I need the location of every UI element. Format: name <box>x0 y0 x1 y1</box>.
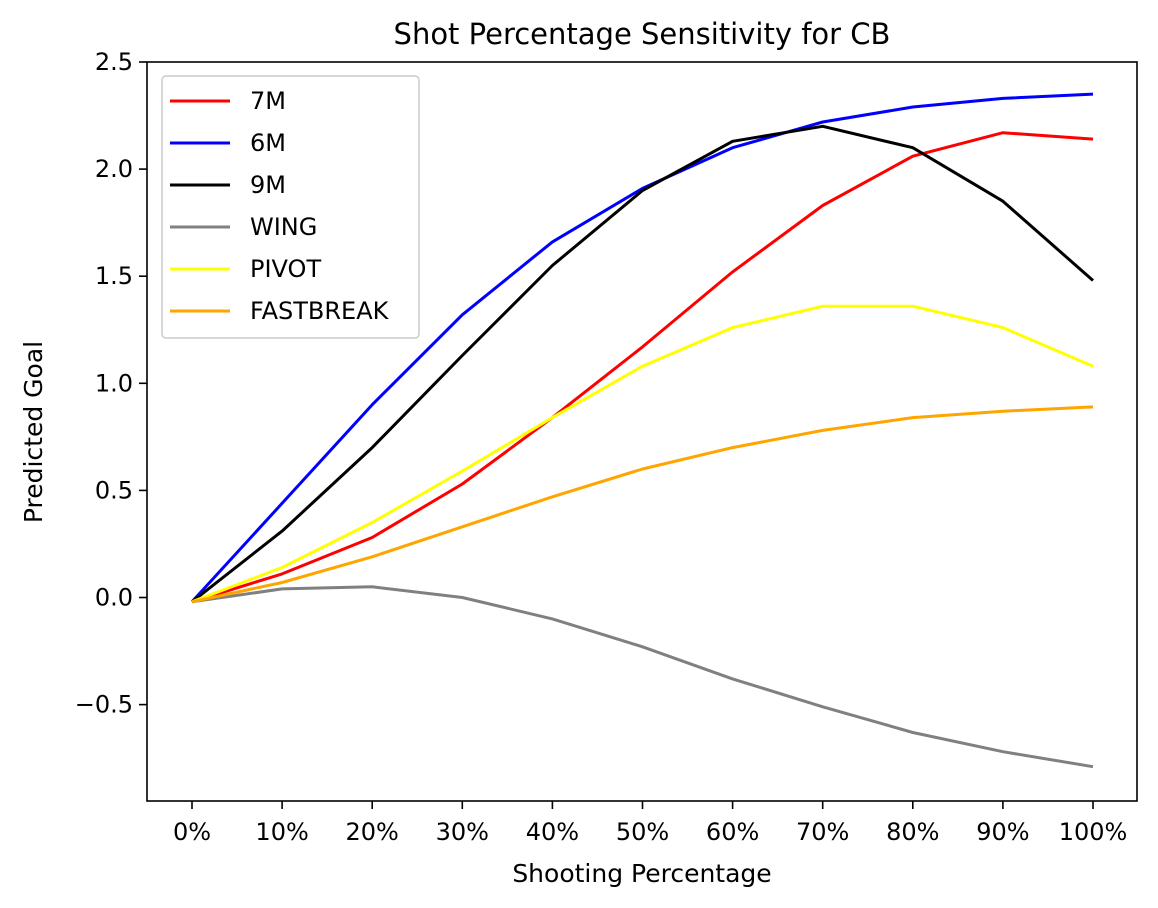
legend-label: FASTBREAK <box>250 297 390 325</box>
x-axis: 0% 10% 20% 30% 40% 50% 60% 70% 80% 90% 100% <box>173 801 1127 846</box>
series-line-9m <box>191 124 1094 603</box>
x-tick-label: 60% <box>706 818 759 846</box>
y-tick-label: 2.5 <box>95 48 133 76</box>
legend-label: 7M <box>250 87 286 115</box>
y-tick-label: −0.5 <box>75 691 133 719</box>
x-tick-label: 50% <box>616 818 669 846</box>
legend-label: 9M <box>250 171 286 199</box>
legend-label: WING <box>250 213 317 241</box>
x-tick-label: 20% <box>346 818 399 846</box>
x-tick-label: 10% <box>255 818 308 846</box>
series-line-7m <box>191 131 1094 604</box>
x-axis-label: Shooting Percentage <box>512 859 771 888</box>
series-line-pivot <box>191 304 1094 604</box>
x-tick-label: 30% <box>436 818 489 846</box>
x-tick-label: 100% <box>1059 818 1128 846</box>
x-tick-label: 70% <box>796 818 849 846</box>
y-tick-label: 1.5 <box>95 262 133 290</box>
x-tick-label: 40% <box>526 818 579 846</box>
y-tick-label: 1.0 <box>95 369 133 397</box>
x-tick-label: 90% <box>976 818 1029 846</box>
x-tick-label: 80% <box>886 818 939 846</box>
series-line-wing <box>191 585 1094 769</box>
legend-label: PIVOT <box>250 255 321 283</box>
plot-area <box>190 92 1094 769</box>
chart-title: Shot Percentage Sensitivity for CB <box>394 17 891 51</box>
y-tick-label: 0.0 <box>95 584 133 612</box>
y-axis: −0.5 0.0 0.5 1.0 1.5 2.0 2.5 <box>75 48 147 719</box>
series-line-fastbreak <box>191 405 1094 604</box>
x-tick-label: 0% <box>173 818 211 846</box>
y-tick-label: 2.0 <box>95 155 133 183</box>
y-tick-label: 0.5 <box>95 476 133 504</box>
y-axis-label: Predicted Goal <box>19 341 48 523</box>
series-line-6m <box>190 92 1094 603</box>
legend: 7M 6M 9M WING PIVOT FASTBREAK <box>161 75 420 339</box>
legend-label: 6M <box>250 129 286 157</box>
